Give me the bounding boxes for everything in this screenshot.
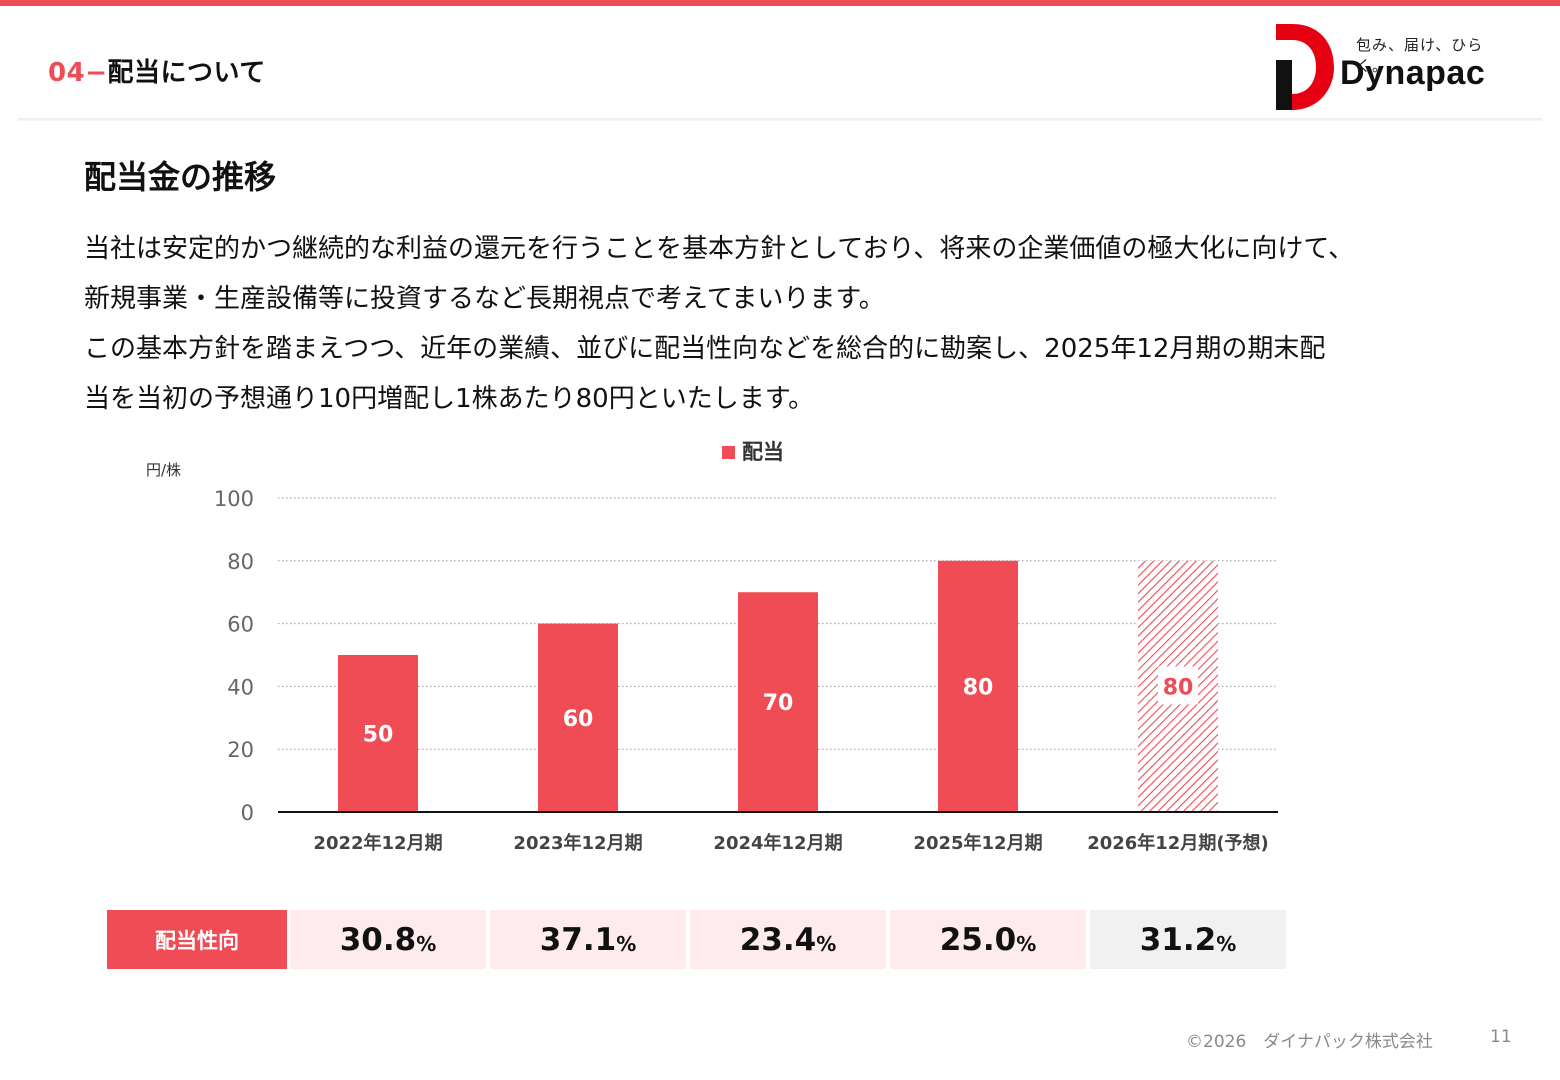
body-line: この基本方針を踏まえつつ、近年の業績、並びに配当性向などを総合的に勘案し、202… (84, 334, 1326, 364)
y-tick-label: 40 (227, 675, 254, 699)
payout-ratio-unit: % (1216, 931, 1237, 956)
bar (738, 592, 818, 812)
logo-mark-icon (1276, 24, 1334, 110)
y-tick-label: 0 (241, 801, 254, 825)
payout-ratio-value: 23.4 (739, 921, 817, 958)
x-tick-label: 2026年12月期(予想) (1087, 832, 1269, 854)
top-accent-bar (0, 0, 1560, 6)
payout-ratio-unit: % (616, 931, 637, 956)
legend-label: 配当 (742, 440, 784, 464)
payout-ratio-label: 配当性向 (107, 910, 287, 969)
y-axis-unit-label: 円/株 (146, 461, 181, 479)
body-line: 当社は安定的かつ継続的な利益の還元を行うことを基本方針としており、将来の企業価値… (84, 234, 1355, 264)
body-line: 当を当初の予想通り10円増配し1株あたり80円といたします。 (84, 384, 815, 414)
payout-ratio-value: 30.8 (339, 921, 417, 958)
bar (338, 655, 418, 812)
payout-ratio-cell: 37.1% (490, 910, 686, 969)
x-tick-label: 2025年12月期 (913, 832, 1042, 854)
logo-wordmark: Dynapac (1340, 54, 1486, 92)
payout-ratio-cell: 31.2% (1090, 910, 1286, 969)
section-dash: − (85, 58, 108, 88)
body-paragraph: 当社は安定的かつ継続的な利益の還元を行うことを基本方針としており、将来の企業価値… (84, 224, 1504, 424)
x-tick-label: 2022年12月期 (313, 832, 442, 854)
section-title: 配当について (107, 58, 266, 88)
x-tick-label: 2023年12月期 (513, 832, 642, 854)
copyright: ©2026 ダイナパック株式会社 (1186, 1032, 1433, 1052)
payout-ratio-unit: % (816, 931, 837, 956)
legend-swatch (722, 446, 735, 459)
bar-data-label: 80 (963, 675, 994, 700)
section-header: 04−配当について (48, 52, 266, 89)
section-number: 04 (48, 58, 86, 88)
payout-ratio-cell: 25.0% (890, 910, 1086, 969)
payout-ratio-value: 31.2 (1139, 921, 1217, 958)
bar-data-label: 80 (1163, 675, 1194, 700)
y-tick-label: 100 (214, 487, 254, 511)
data-label-background (1158, 666, 1198, 705)
page-heading: 配当金の推移 (84, 158, 277, 196)
company-logo: 包み、届け、ひらく。 Dynapac (1268, 22, 1508, 112)
bar (538, 623, 618, 812)
x-tick-label: 2024年12月期 (713, 832, 842, 854)
payout-ratio-value: 37.1 (539, 921, 617, 958)
bar-data-label: 70 (763, 691, 794, 716)
payout-ratio-cell: 30.8% (290, 910, 486, 969)
page-number: 11 (1490, 1027, 1512, 1047)
payout-ratio-unit: % (416, 931, 437, 956)
header-divider (18, 118, 1542, 121)
bar (938, 560, 1018, 812)
logo-tagline: 包み、届け、ひらく。 (1356, 36, 1484, 75)
payout-ratio-cell: 23.4% (690, 910, 886, 969)
payout-ratio-unit: % (1016, 931, 1037, 956)
bar-data-label: 50 (363, 723, 394, 748)
y-tick-label: 20 (227, 738, 254, 762)
y-tick-label: 80 (227, 550, 254, 574)
bar-data-label: 60 (563, 707, 594, 732)
y-tick-label: 60 (227, 613, 254, 637)
payout-ratio-value: 25.0 (939, 921, 1017, 958)
body-line: 新規事業・生産設備等に投資するなど長期視点で考えてまいります。 (84, 284, 885, 314)
dividend-bar-chart: 配当 円/株 0 20 40 60 80 100 50 60 70 80 80 2022年12月期… (146, 440, 1278, 854)
